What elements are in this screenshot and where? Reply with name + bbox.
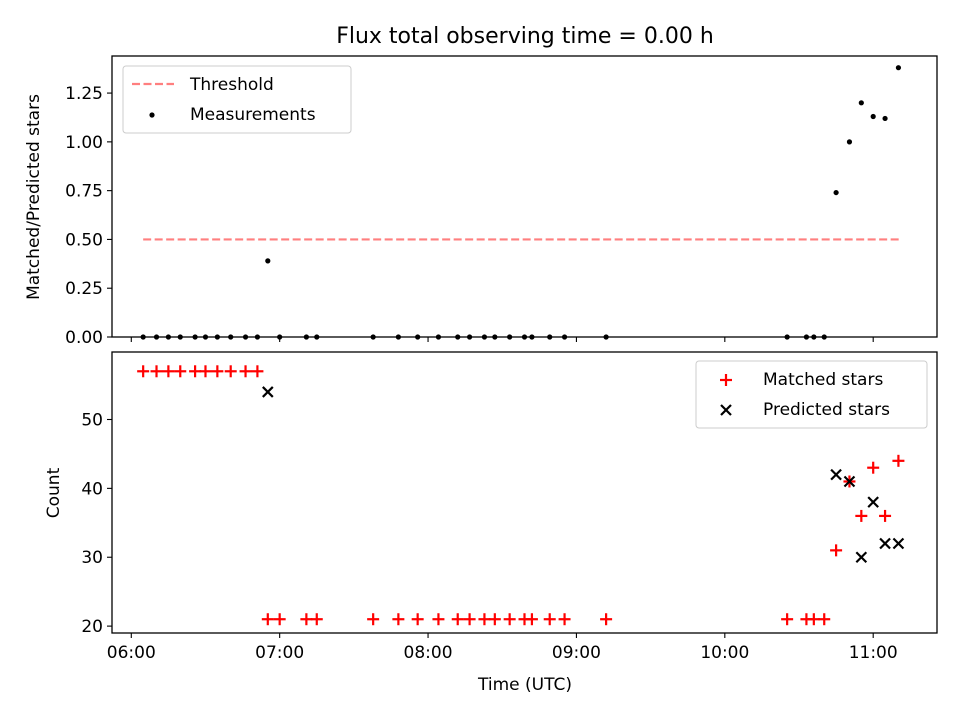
matched-star-point <box>137 365 150 378</box>
matched-star-point <box>310 613 323 626</box>
matched-star-point <box>451 613 464 626</box>
measurement-point <box>870 113 876 120</box>
bottom-x-tick-label: 09:00 <box>552 643 601 663</box>
bottom-plot-frame <box>111 351 938 634</box>
bottom-tick-layer: 20 30 40 50 06:00 07:00 08:00 09:00 10:00 11:00 <box>81 410 897 663</box>
matched-star-point <box>867 461 880 474</box>
matched-star-point <box>239 365 252 378</box>
matched-star-point <box>300 613 313 626</box>
matched-star-point <box>162 365 175 378</box>
top-y-tick-label: 0.75 <box>65 182 103 202</box>
chart-title: Flux total observing time = 0.00 h <box>336 24 714 49</box>
matched-star-point <box>478 613 491 626</box>
bottom-y-tick-label: 20 <box>81 617 103 637</box>
legend-predicted-label: Predicted stars <box>763 400 890 420</box>
matched-star-point <box>211 365 224 378</box>
top-legend-box <box>122 65 352 134</box>
matched-star-point <box>503 613 516 626</box>
matched-star-point <box>367 613 380 626</box>
matched-star-point <box>781 613 794 626</box>
predicted-star-point <box>867 496 879 508</box>
bottom-x-tick-label: 10:00 <box>700 643 749 663</box>
top-y-tick-label: 1.00 <box>65 133 103 153</box>
matched-star-point <box>392 613 405 626</box>
bottom-x-axis-label: Time (UTC) <box>477 675 572 695</box>
predicted-star-point <box>855 551 868 564</box>
matched-star-point <box>411 613 424 626</box>
bottom-x-tick-label: 08:00 <box>404 643 453 663</box>
matched-star-point <box>600 613 613 626</box>
matched-star-point <box>879 509 892 522</box>
matched-star-point <box>830 544 843 557</box>
matched-star-point <box>189 365 202 378</box>
legend-threshold-label: Threshold <box>189 75 274 95</box>
matched-star-point <box>543 613 556 626</box>
matched-star-point <box>463 613 476 626</box>
matched-star-point <box>525 613 538 626</box>
measurement-point <box>265 258 271 264</box>
predicted-star-point <box>830 468 842 481</box>
bottom-y-tick-label: 30 <box>81 548 103 568</box>
top-legend: Threshold Measurements <box>122 65 352 134</box>
matched-star-point <box>488 613 501 626</box>
matched-star-point <box>199 365 212 378</box>
measurement-point <box>833 189 839 196</box>
bottom-x-tick-label: 11:00 <box>849 643 898 663</box>
matched-star-point <box>818 613 831 626</box>
measurement-point <box>846 139 853 145</box>
top-y-axis-label: Matched/Predicted stars <box>24 94 44 300</box>
legend-measurements-label: Measurements <box>190 105 316 125</box>
matched-star-point <box>432 613 445 626</box>
bottom-legend: Matched stars Predicted stars <box>695 360 928 429</box>
matched-star-point <box>251 365 264 378</box>
matched-star-point <box>558 613 571 626</box>
measurement-point <box>882 115 888 122</box>
bottom-legend-box <box>695 360 928 429</box>
predicted-star-point <box>892 537 905 550</box>
top-y-tick-label: 0.00 <box>65 328 103 348</box>
predicted-star-point <box>879 537 891 550</box>
matched-star-point <box>892 454 905 467</box>
matched-star-point <box>150 365 163 378</box>
matched-star-point <box>855 509 868 522</box>
bottom-y-tick-label: 50 <box>81 410 103 430</box>
top-plot-frame <box>111 55 938 338</box>
matched-star-point <box>261 613 274 626</box>
legend-matched-label: Matched stars <box>763 370 883 390</box>
predicted-star-point <box>843 475 856 488</box>
top-y-tick-label: 1.25 <box>65 84 103 104</box>
matched-star-point <box>174 365 187 378</box>
bottom-y-tick-label: 40 <box>81 479 103 499</box>
measurement-point <box>858 100 864 106</box>
matched-star-point <box>273 613 286 626</box>
bottom-x-tick-label: 06:00 <box>107 643 156 663</box>
measurement-point <box>895 65 902 71</box>
top-tick-layer: 0.00 0.25 0.50 0.75 1.00 1.25 <box>65 84 874 348</box>
bottom-y-axis-label: Count <box>44 467 64 518</box>
top-y-tick-label: 0.25 <box>65 279 103 299</box>
top-y-tick-label: 0.50 <box>65 230 103 250</box>
matched-star-point <box>224 365 237 378</box>
legend-predicted-swatch <box>720 404 732 416</box>
bottom-plot-layer <box>137 365 905 626</box>
matched-star-point <box>807 613 820 626</box>
predicted-star-point <box>262 386 274 398</box>
legend-matched-swatch <box>720 374 732 386</box>
bottom-x-tick-label: 07:00 <box>255 643 304 663</box>
legend-measurements-swatch <box>149 112 155 118</box>
